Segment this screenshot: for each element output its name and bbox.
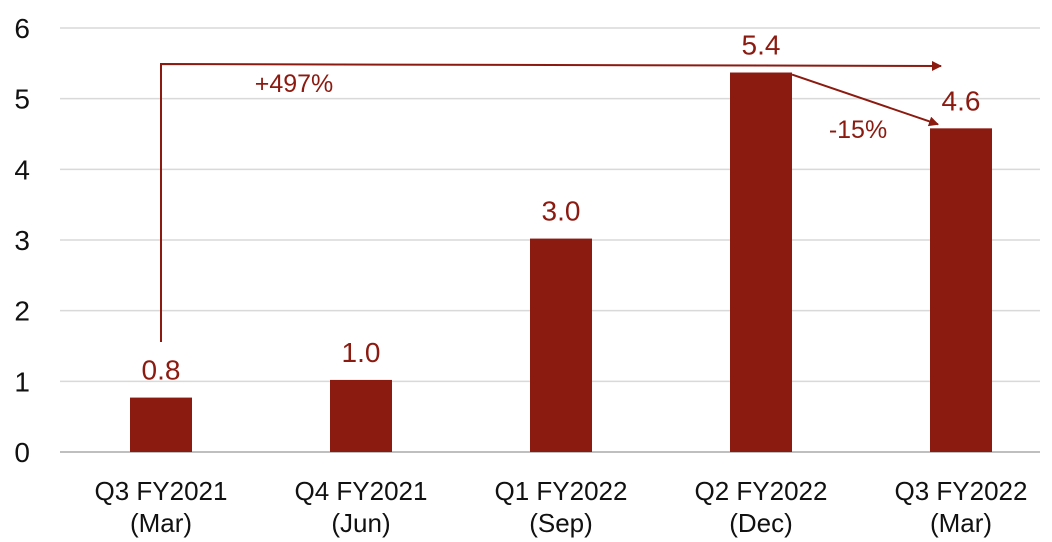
bars [130,72,992,453]
x-tick-label: (Mar) [930,508,992,538]
x-tick-label: Q1 FY2022 [495,476,628,506]
y-tick-label: 5 [14,84,30,115]
growth-annotation-label: +497% [255,70,334,98]
x-tick-label: Q3 FY2021 [95,476,228,506]
data-label: 3.0 [542,196,581,227]
bar [330,379,392,452]
data-label: 5.4 [742,30,781,61]
y-tick-label: 6 [14,13,30,44]
x-tick-label: (Dec) [729,508,793,538]
x-tick-label: (Mar) [130,508,192,538]
y-axis-ticks: 0 1 2 3 4 5 6 [14,13,30,468]
x-tick-label: Q2 FY2022 [695,476,828,506]
y-tick-label: 1 [14,366,30,397]
annotations: +497% -15% [160,60,942,342]
growth-arrow [160,60,942,342]
data-label: 1.0 [342,337,381,368]
data-labels: 0.8 1.0 3.0 5.4 4.6 [142,30,981,386]
bar [730,72,792,453]
decline-arrow [791,73,939,127]
y-tick-label: 0 [14,437,30,468]
bar [930,128,992,452]
data-label: 0.8 [142,355,181,386]
x-tick-label: Q4 FY2021 [295,476,428,506]
y-tick-label: 4 [14,154,30,185]
gridlines [60,27,1040,453]
bar [530,238,592,452]
y-tick-label: 2 [14,296,30,327]
decline-annotation-label: -15% [829,116,887,144]
x-axis: Q3 FY2021(Mar)Q4 FY2021(Jun)Q1 FY2022(Se… [95,476,1028,538]
x-tick-label: (Jun) [331,508,390,538]
y-tick-label: 3 [14,225,30,256]
x-tick-label: Q3 FY2022 [895,476,1028,506]
bar [130,397,192,452]
x-tick-label: (Sep) [529,508,593,538]
data-label: 4.6 [942,85,981,116]
